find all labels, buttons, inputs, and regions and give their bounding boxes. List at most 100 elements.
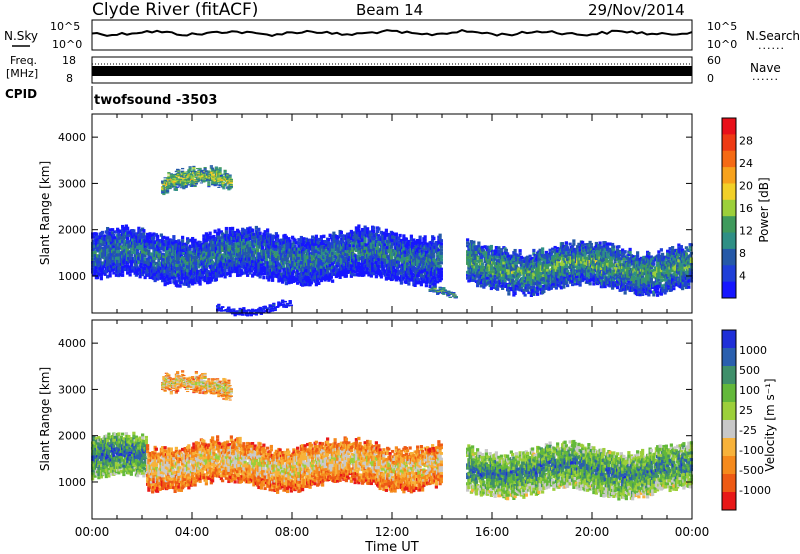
heatmap-cell [283, 233, 287, 238]
heatmap-cell [168, 267, 172, 271]
heatmap-cell [482, 285, 486, 289]
heatmap-cell [531, 270, 535, 273]
heatmap-cell [629, 283, 633, 287]
heatmap-cell [361, 255, 365, 260]
heatmap-cell [622, 252, 626, 256]
heatmap-cell [266, 232, 270, 236]
nsky-label: N.Sky [4, 29, 38, 43]
heatmap-cell [314, 245, 318, 250]
heatmap-cell [489, 244, 493, 249]
heatmap-cell [93, 253, 97, 258]
heatmap-cell [118, 243, 122, 247]
heatmap-cell [206, 273, 210, 278]
heatmap-cell [324, 252, 328, 255]
heatmap-cell [474, 248, 478, 251]
heatmap-cell [626, 287, 630, 291]
heatmap-cell [241, 234, 245, 238]
heatmap-cell [253, 272, 257, 276]
heatmap-cell [377, 227, 381, 231]
heatmap-cell [252, 253, 256, 257]
heatmap-cell [533, 259, 537, 263]
heatmap-cell [407, 282, 411, 286]
heatmap-cell [422, 247, 426, 251]
heatmap-cell [374, 239, 378, 244]
heatmap-cell [182, 251, 186, 256]
heatmap-cell [106, 230, 110, 235]
heatmap-cell [257, 227, 261, 232]
freq-label-top: Freq. [10, 54, 37, 67]
heatmap-cell [162, 277, 166, 281]
heatmap-cell [581, 279, 585, 283]
heatmap-cell [229, 270, 233, 274]
heatmap-cell [297, 247, 301, 251]
heatmap-cell [426, 242, 430, 246]
heatmap-cell [377, 237, 381, 241]
heatmap-cell [111, 268, 115, 272]
heatmap-cell [418, 280, 422, 284]
heatmap-cell [424, 247, 428, 251]
heatmap-cell [188, 247, 192, 251]
heatmap-cell [184, 277, 188, 281]
heatmap-cell [581, 273, 585, 277]
heatmap-cell [161, 278, 165, 283]
heatmap-cell [424, 250, 428, 254]
heatmap-cell [156, 234, 160, 239]
power-heatmap [91, 165, 693, 317]
heatmap-cell [161, 252, 165, 256]
heatmap-cell [244, 251, 248, 255]
heatmap-cell [608, 268, 612, 272]
heatmap-cell [412, 245, 416, 249]
heatmap-cell [436, 280, 440, 284]
heatmap-cell [248, 226, 252, 230]
heatmap-cell [184, 262, 188, 266]
heatmap-cell [431, 263, 435, 268]
heatmap-cell [342, 237, 346, 241]
heatmap-cell [207, 270, 211, 274]
heatmap-cell [601, 262, 605, 266]
heatmap-cell [628, 273, 632, 277]
heatmap-cell [123, 264, 127, 268]
heatmap-cell [309, 262, 313, 266]
heatmap-cell [251, 267, 255, 271]
heatmap-cell [257, 252, 261, 256]
heatmap-cell [198, 282, 202, 286]
heatmap-cell [627, 253, 631, 257]
heatmap-cell [296, 278, 300, 282]
heatmap-cell [126, 271, 130, 275]
heatmap-cell [212, 243, 216, 247]
heatmap-cell [162, 248, 166, 252]
heatmap-cell [157, 248, 161, 252]
heatmap-cell [594, 260, 598, 264]
heatmap-cell [567, 251, 571, 254]
heatmap-cell [513, 291, 517, 296]
heatmap-cell [317, 251, 321, 255]
heatmap-cell [561, 248, 565, 252]
heatmap-cell [177, 257, 181, 261]
heatmap-cell [439, 273, 443, 278]
heatmap-cell [547, 271, 551, 275]
heatmap-cell [167, 272, 171, 276]
heatmap-cell [308, 282, 312, 287]
heatmap-cell [502, 264, 506, 268]
heatmap-cell [177, 239, 181, 243]
heatmap-cell [621, 248, 625, 252]
heatmap-cell [266, 242, 270, 247]
heatmap-cell [424, 284, 428, 288]
heatmap-cell [574, 275, 578, 279]
heatmap-cell [114, 273, 118, 277]
heatmap-cell [536, 292, 540, 296]
heatmap-cell [242, 242, 246, 246]
heatmap-cell [181, 235, 185, 240]
heatmap-cell [518, 258, 522, 262]
heatmap-cell [327, 237, 331, 242]
heatmap-cell [509, 265, 513, 269]
heatmap-cell [94, 232, 98, 236]
heatmap-cell [476, 284, 480, 288]
heatmap-cell [281, 280, 285, 284]
heatmap-cell [349, 236, 353, 241]
heatmap-cell [433, 279, 437, 283]
heatmap-cell [497, 258, 501, 263]
heatmap-cell [224, 230, 228, 234]
heatmap-cell [526, 255, 530, 259]
heatmap-cell [99, 246, 103, 251]
